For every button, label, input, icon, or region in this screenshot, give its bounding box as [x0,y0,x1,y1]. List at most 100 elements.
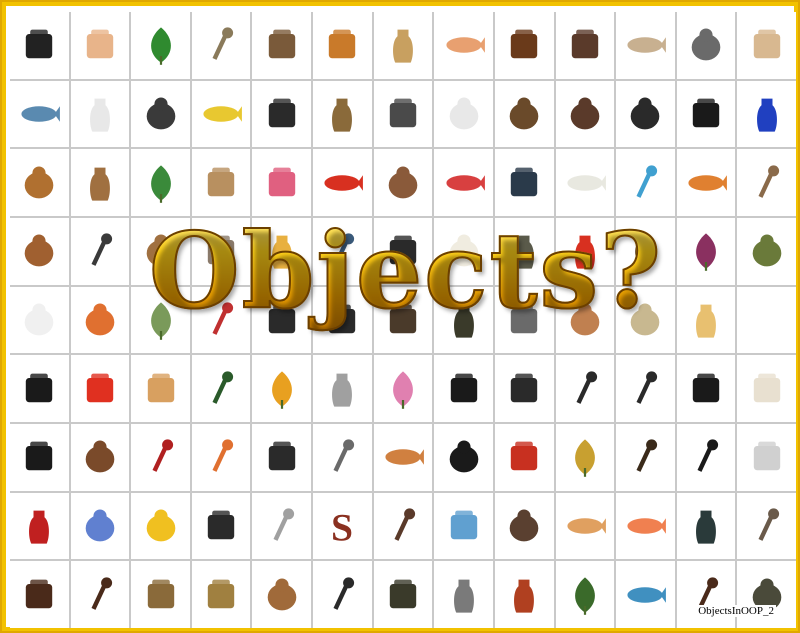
grid-cell [70,149,130,216]
camera-icon [26,29,53,59]
grid-cell [10,149,69,216]
bear-icon [570,97,600,130]
grid-cell [737,561,796,628]
grid-cell [494,423,554,491]
twig-icon [212,27,234,61]
grid-cell [676,561,736,628]
tv-icon [389,579,417,608]
shell-icon [567,518,606,534]
padlock-icon [571,29,599,59]
grid-cell [616,286,675,354]
dog-icon [146,234,175,267]
plunger-icon [212,302,234,335]
grid-cell [676,286,736,354]
grid-cell [737,355,796,422]
vase-icon [453,304,474,338]
grid-cell [373,492,433,560]
grid-cell [676,217,736,285]
flower-icon [393,371,413,409]
duck-icon [146,509,175,542]
grid-cell [252,80,312,148]
grid-cell [10,355,69,422]
juicer-icon [86,373,114,402]
croissant-icon [688,174,727,191]
iron-icon [26,373,53,402]
grid-cell [616,217,675,285]
shrimp-icon [627,518,667,534]
grid-cell [131,12,190,79]
propeller-icon [753,441,780,471]
hanger-icon [446,174,485,191]
table-lamp-icon [212,371,234,404]
pants-icon [268,441,295,471]
box-icon [26,441,53,471]
grid-cell [494,217,554,285]
trowel-icon [697,577,719,610]
foot-icon [511,441,538,471]
grid-cell [252,217,312,285]
pen-icon [758,508,779,541]
microscope-icon [636,371,658,404]
cup-icon [756,98,777,132]
grid-cell [434,149,493,216]
grid-cell [191,80,251,148]
grid-cell [131,149,190,216]
grid-cell [191,355,251,422]
frog-icon [752,234,781,267]
grid-cell [10,561,69,628]
grid-cell [737,217,796,285]
grid-cell [131,217,190,285]
horseshoe-icon [511,304,538,334]
dress-icon [271,235,292,269]
buddha-icon [85,509,115,542]
grid-cell [373,12,433,79]
blank-icon [745,298,789,342]
object-grid: S [10,12,796,628]
grid-cell [555,12,615,79]
letter-s-icon: S [331,505,353,548]
grid-cell [373,80,433,148]
glove-icon [207,510,235,540]
boot-icon [692,373,720,402]
grid-cell [131,80,190,148]
vest-icon [329,304,356,334]
grid-cell [555,286,615,354]
grid-cell [494,492,554,560]
grid-cell [555,492,615,560]
bone-icon [446,37,485,54]
grid-cell [616,492,675,560]
typewriter-icon [511,373,538,402]
grid-cell [434,561,493,628]
grid-cell [131,355,190,422]
bathtub-icon [268,98,295,128]
grid-cell [434,286,493,354]
grid-cell [252,286,312,354]
lighter-icon [332,373,353,407]
grid-cell [313,561,372,628]
map-icon [753,29,780,59]
side-table-icon [26,579,53,608]
grid-cell [676,492,736,560]
grid-cell [10,80,69,148]
armadillo-icon [691,28,721,61]
grid-cell [494,80,554,148]
svg-text:S: S [331,505,353,548]
gravestone-icon [453,579,474,613]
egg-icon [449,234,478,267]
chipmunk-icon [388,166,418,199]
grid-cell [676,149,736,216]
grid-cell [131,286,190,354]
phone-icon [268,304,295,334]
jet-icon [21,106,61,122]
tree-icon [574,577,595,615]
grid-cell [555,80,615,148]
ox-skull-icon [85,440,115,473]
grid-cell [494,149,554,216]
birdhouse-icon [509,97,539,130]
grid-cell [616,561,675,628]
maple-leaf-icon [271,371,292,409]
pepper-icon [324,174,364,191]
onion-icon [570,303,600,336]
grid-cell [434,355,493,422]
